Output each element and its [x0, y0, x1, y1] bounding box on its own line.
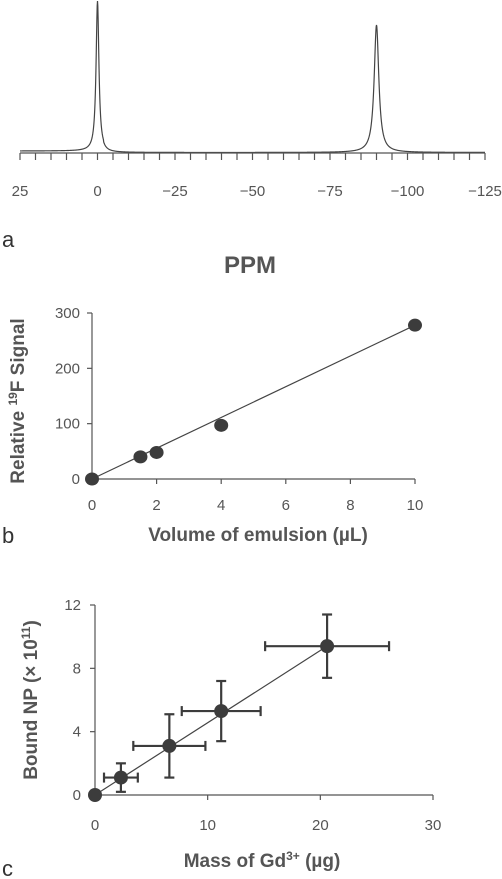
data-point: [85, 472, 99, 486]
data-points: [85, 318, 422, 486]
data-point: [149, 445, 164, 459]
panel-letter-b: b: [2, 523, 14, 548]
panel-letter-a: a: [2, 227, 15, 252]
fit-line: [94, 645, 328, 796]
x-tick-label: 6: [282, 497, 290, 514]
y-tick-label: 12: [64, 597, 81, 614]
x-axis-title: Mass of Gd3+ (µg): [184, 849, 341, 872]
y-axis-title: Relative 19F Signal: [6, 318, 29, 483]
axis-ticks: [90, 604, 434, 800]
y-tick-label: 300: [55, 305, 80, 322]
data-point: [214, 418, 229, 432]
data-point: [214, 704, 229, 719]
x-axis-tick-labels: 25 0 −25 −50 −75 −100 −125: [12, 183, 502, 200]
data-point: [133, 450, 148, 464]
y-tick-label: 4: [73, 724, 81, 741]
x-tick-label: 0: [88, 497, 96, 514]
y-tick-label: 0: [72, 471, 80, 488]
x-tick-label: 20: [312, 817, 329, 834]
panel-a-spectrum: 25 0 −25 −50 −75 −100 −125 a PPM: [2, 0, 502, 279]
x-axis-title: Volume of emulsion (µL): [148, 525, 368, 546]
tick-labels: 0 10 20 30 0 4 8 12: [64, 597, 441, 834]
panel-c-scatter: 0 10 20 30 0 4 8 12 Bound NP (× 1011) Mass of G…: [2, 597, 441, 879]
data-point: [88, 788, 102, 802]
data-point: [408, 318, 422, 332]
y-axis-title: Bound NP (× 1011): [19, 620, 42, 780]
data-point: [162, 738, 177, 753]
x-tick-label: 4: [217, 497, 225, 514]
y-tick-label: 0: [73, 787, 81, 804]
x-tick-label: −125: [468, 183, 502, 200]
x-tick-label: 0: [93, 183, 101, 200]
x-axis-title: PPM: [224, 252, 276, 279]
panel-letter-c: c: [2, 856, 13, 879]
x-axis-minor-ticks: [19, 153, 486, 160]
data-point: [113, 770, 128, 785]
spectrum-trace: [20, 0, 485, 154]
x-tick-label: −100: [391, 183, 425, 200]
x-tick-label: 10: [199, 817, 216, 834]
x-tick-label: 0: [91, 817, 99, 834]
x-tick-label: 25: [12, 183, 29, 200]
error-bars: [102, 613, 391, 793]
x-tick-label: 10: [407, 497, 424, 514]
x-tick-label: 30: [425, 817, 442, 834]
data-points: [88, 639, 335, 802]
data-point: [320, 639, 335, 654]
x-tick-label: −50: [240, 183, 265, 200]
x-tick-label: −75: [317, 183, 342, 200]
y-tick-label: 200: [55, 360, 80, 377]
x-tick-label: −25: [162, 183, 187, 200]
x-tick-label: 8: [346, 497, 354, 514]
y-tick-label: 8: [73, 660, 81, 677]
y-tick-label: 100: [55, 416, 80, 433]
x-tick-label: 2: [152, 497, 160, 514]
